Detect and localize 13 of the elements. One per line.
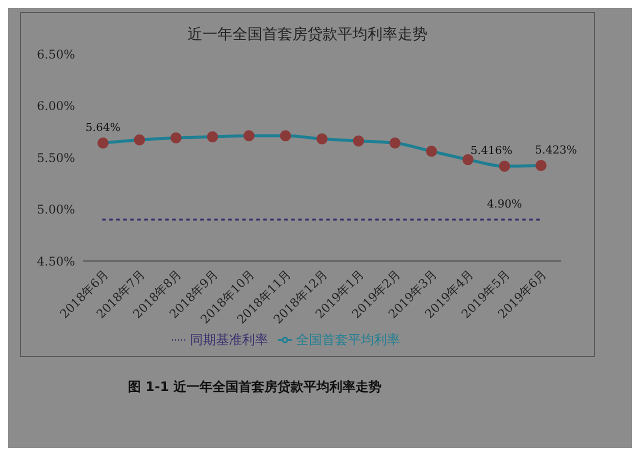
y-tick-label: 5.00% (36, 202, 75, 217)
data-label: 5.64% (86, 121, 120, 134)
y-tick-label: 6.50% (36, 47, 75, 62)
caption: 图 1-1 近一年全国首套房贷款平均利率走势 (128, 378, 382, 396)
y-tick-label: 5.50% (36, 150, 75, 165)
legend-label: 全国首套平均利率 (296, 333, 400, 348)
data-label: 5.416% (470, 144, 512, 158)
legend-label: 同期基准利率 (190, 333, 268, 348)
y-tick-label: 4.50% (36, 254, 75, 268)
y-tick-label: 6.00% (36, 99, 75, 114)
data-label: 4.90% (487, 198, 522, 211)
chart-title: 近一年全国首套房贷款平均利率走势 (186, 25, 428, 44)
data-label: 5.423% (535, 143, 577, 156)
